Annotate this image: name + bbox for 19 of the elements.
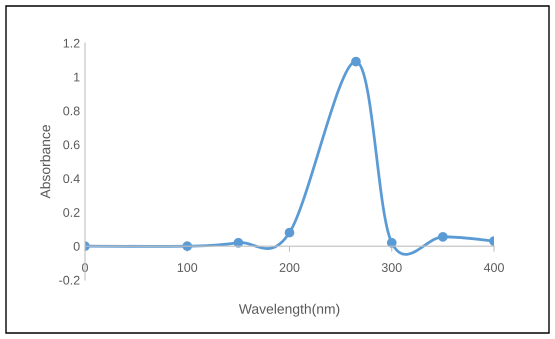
x-tick-label: 400 [484, 263, 504, 272]
point [386, 238, 397, 248]
x-tick-label: 200 [280, 263, 300, 272]
y-tick-label: 0.8 [63, 106, 80, 116]
y-tick-label: -0.2 [59, 276, 80, 285]
x-tick-label: 300 [382, 263, 402, 272]
y-tick-label: 1.2 [64, 38, 80, 48]
point [351, 56, 361, 66]
y-tick-label: 0.2 [63, 208, 80, 217]
point [438, 232, 448, 242]
y-axis-title: Absorbance [40, 125, 50, 199]
point [234, 238, 244, 248]
point [284, 228, 294, 238]
y-tick-label: 1 [74, 72, 80, 82]
x-tick-label: 100 [178, 263, 198, 272]
y-tick-label: 0 [74, 242, 80, 251]
x-axis-title: Wavelength(nm) [238, 304, 340, 317]
y-tick-label: 0.4 [63, 174, 80, 184]
y-tick-label: 0.6 [63, 140, 80, 150]
